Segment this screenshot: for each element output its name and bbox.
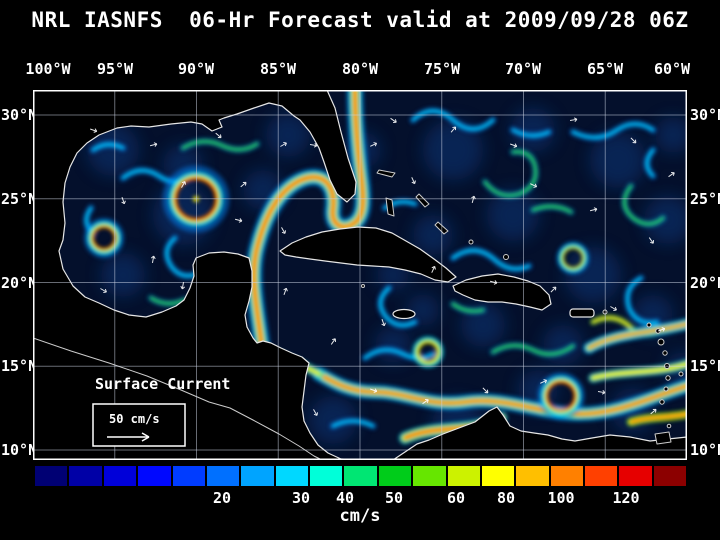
- colorbar-segment: [103, 466, 137, 486]
- island-cuba: [279, 226, 457, 283]
- lon-label: 95°W: [96, 60, 134, 78]
- colorbar-segment: [206, 466, 240, 486]
- northeast-caribbean-eddy: [556, 241, 590, 275]
- colorbar-tick-label: 60: [446, 489, 466, 507]
- map-frame: [33, 90, 687, 460]
- colorbar-segment: [447, 466, 480, 486]
- surface-current-label: Surface Current: [95, 375, 230, 393]
- lat-label: 15°N: [1, 357, 38, 375]
- pacific-coastline: [33, 337, 323, 460]
- lon-label: 60°W: [653, 60, 691, 78]
- lat-label: 15°N: [690, 357, 720, 375]
- lat-label: 25°N: [1, 190, 38, 208]
- colorbar-segment: [310, 466, 343, 486]
- lon-label: 70°W: [504, 60, 542, 78]
- lon-label: 90°W: [177, 60, 215, 78]
- lat-label: 20°N: [690, 274, 720, 292]
- colorbar-segment: [413, 466, 446, 486]
- colorbar-tick-label: 20: [212, 489, 232, 507]
- island-jamaica: [392, 308, 416, 320]
- lon-label: 75°W: [423, 60, 461, 78]
- colorbar-tick-label: 80: [496, 489, 516, 507]
- lon-label: 65°W: [586, 60, 624, 78]
- colorbar-segment: [550, 466, 583, 486]
- colorbar-segment: [241, 466, 274, 486]
- scale-box: [92, 403, 186, 447]
- colorbar-unit-label: cm/s: [339, 506, 381, 526]
- caribbean-current: [311, 366, 687, 422]
- map-canvas: Surface Current 50 cm/s: [33, 90, 687, 460]
- east-atlantic-bands: [583, 318, 687, 426]
- lat-label: 25°N: [690, 190, 720, 208]
- lon-label: 80°W: [341, 60, 379, 78]
- lat-label: 10°N: [690, 441, 720, 459]
- lon-label: 100°W: [25, 60, 71, 78]
- lat-label: 10°N: [1, 441, 38, 459]
- colorbar-segment: [619, 466, 652, 486]
- colorbar-tick-label: 40: [335, 489, 355, 507]
- grid-lines: [33, 90, 687, 460]
- colorbar-tick-label: 30: [291, 489, 311, 507]
- colorbar-segment: [481, 466, 515, 486]
- lon-label: 85°W: [259, 60, 297, 78]
- colorbar-segment: [172, 466, 205, 486]
- lat-label: 30°N: [690, 106, 720, 124]
- colorbar-segment: [35, 466, 68, 486]
- colorbar-segment: [378, 466, 412, 486]
- colorbar-ticks: 20 30 40 50 60 80 100 120: [0, 489, 720, 507]
- loop-current-gulf-stream: [245, 90, 372, 365]
- colorbar-segment: [138, 466, 171, 486]
- islands-bahamas: [376, 169, 509, 260]
- colorbar-tick-label: 50: [384, 489, 404, 507]
- colorbar-segment: [653, 466, 687, 486]
- colorbar-tick-label: 100: [547, 489, 575, 507]
- mid-caribbean-eddy: [412, 336, 444, 368]
- colorbar-segment: [69, 466, 102, 486]
- colorbar-tick-label: 120: [612, 489, 640, 507]
- island-puerto-rico: [569, 308, 595, 318]
- lat-label: 20°N: [1, 274, 38, 292]
- colorbar-segment: [275, 466, 308, 486]
- colorbar-segment: [344, 466, 377, 486]
- colorbar-segment: [585, 466, 618, 486]
- scale-legend: Surface Current 50 cm/s: [92, 375, 230, 447]
- scale-value-label: 50 cm/s: [109, 412, 160, 426]
- west-gulf-eddy: [84, 218, 124, 258]
- page-title: NRL IASNFS 06-Hr Forecast valid at 2009/…: [31, 8, 689, 32]
- colorbar-segment: [516, 466, 549, 486]
- venezuela-basin-eddy: [537, 372, 585, 420]
- colorbar: [35, 466, 687, 486]
- scale-arrow-icon: [107, 432, 150, 442]
- land-south-america: [392, 406, 687, 460]
- land-north-central-america: [33, 90, 364, 460]
- lat-label: 30°N: [1, 106, 38, 124]
